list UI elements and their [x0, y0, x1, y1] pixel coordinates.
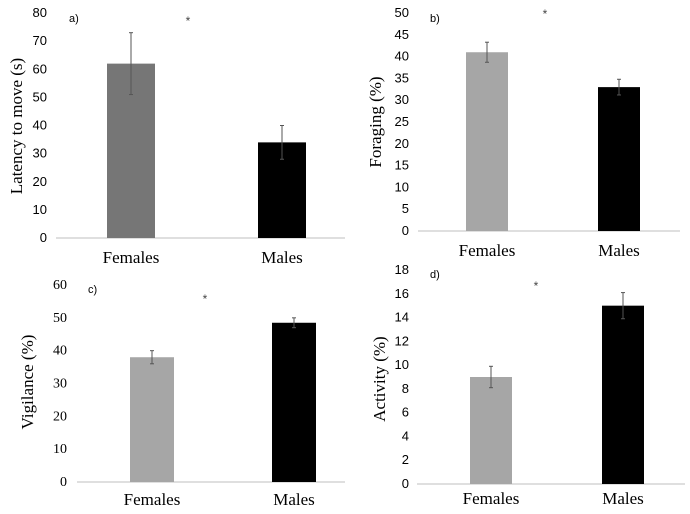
y-tick-label: 70	[33, 33, 47, 48]
x-tick-label: Females	[459, 241, 516, 260]
chart-panel-d: 0 2 4 6 8 10 12 14 16 18 Females Males Activity (%) d…	[370, 262, 685, 508]
y-tick-label: 6	[402, 405, 409, 420]
y-tick-label: 0	[40, 230, 47, 245]
y-axis-label: Latency to move (s)	[7, 58, 26, 194]
y-axis-label: Foraging (%)	[366, 76, 385, 167]
significance-marker: *	[543, 7, 548, 21]
y-tick-label: 0	[60, 475, 67, 490]
significance-marker: *	[186, 14, 191, 28]
y-tick-label: 0	[402, 223, 409, 238]
y-tick-label: 30	[53, 377, 67, 392]
significance-marker: *	[534, 279, 539, 293]
x-tick-label: Males	[598, 241, 640, 260]
y-tick-label: 50	[53, 311, 67, 326]
y-tick-label: 0	[402, 476, 409, 491]
bar-females	[470, 377, 512, 484]
y-tick-label: 45	[395, 27, 409, 42]
y-tick-label: 4	[402, 428, 409, 443]
x-tick-label: Females	[463, 489, 520, 508]
bar-females	[130, 357, 174, 482]
x-tick-label: Males	[261, 248, 303, 267]
y-tick-label: 50	[395, 5, 409, 20]
y-tick-label: 8	[402, 381, 409, 396]
y-tick-label: 20	[33, 174, 47, 189]
x-tick-label: Males	[602, 489, 644, 508]
y-tick-label: 10	[395, 179, 409, 194]
y-tick-label: 12	[395, 333, 409, 348]
y-tick-label: 30	[33, 146, 47, 161]
y-tick-label: 10	[33, 202, 47, 217]
chart-panel-a: 0 10 20 30 40 50 60 70 80 Females Males Latency to …	[7, 5, 345, 267]
y-tick-label: 5	[402, 201, 409, 216]
y-tick-label: 14	[395, 310, 409, 325]
panel-label: b)	[430, 13, 440, 25]
bar-males	[272, 322, 316, 482]
y-tick-label: 35	[395, 70, 409, 85]
x-tick-label: Females	[124, 490, 181, 509]
y-axis-label: Vigilance (%)	[18, 335, 37, 430]
y-axis-label: Activity (%)	[370, 336, 389, 421]
y-tick-label: 15	[395, 158, 409, 173]
panel-label: a)	[69, 13, 79, 25]
y-tick-label: 40	[53, 344, 67, 359]
chart-panel-c: 0 10 20 30 40 50 60 Females Males Vigilance (%) c)…	[18, 278, 345, 509]
y-tick-label: 50	[33, 89, 47, 104]
y-tick-label: 10	[53, 442, 67, 457]
x-tick-label: Females	[103, 248, 160, 267]
y-tick-label: 25	[395, 114, 409, 129]
y-tick-label: 30	[395, 92, 409, 107]
chart-panel-b: 0 5 10 15 20 25 30 35 40 45 50 Females Males Foraging…	[366, 5, 680, 260]
y-tick-label: 20	[395, 136, 409, 151]
bar-males	[602, 305, 644, 484]
panel-label: d)	[430, 269, 440, 281]
y-tick-label: 16	[395, 286, 409, 301]
y-tick-label: 40	[395, 49, 409, 64]
panel-label: c)	[88, 284, 97, 296]
y-tick-label: 60	[53, 278, 67, 293]
bar-females	[466, 52, 508, 231]
x-tick-label: Males	[273, 490, 315, 509]
y-tick-label: 60	[33, 61, 47, 76]
y-tick-label: 18	[395, 262, 409, 277]
bar-males	[598, 87, 640, 232]
y-tick-label: 40	[33, 118, 47, 133]
y-tick-label: 10	[395, 357, 409, 372]
y-tick-label: 20	[53, 409, 67, 424]
significance-marker: *	[203, 292, 208, 306]
y-tick-label: 80	[33, 5, 47, 20]
y-tick-label: 2	[402, 452, 409, 467]
